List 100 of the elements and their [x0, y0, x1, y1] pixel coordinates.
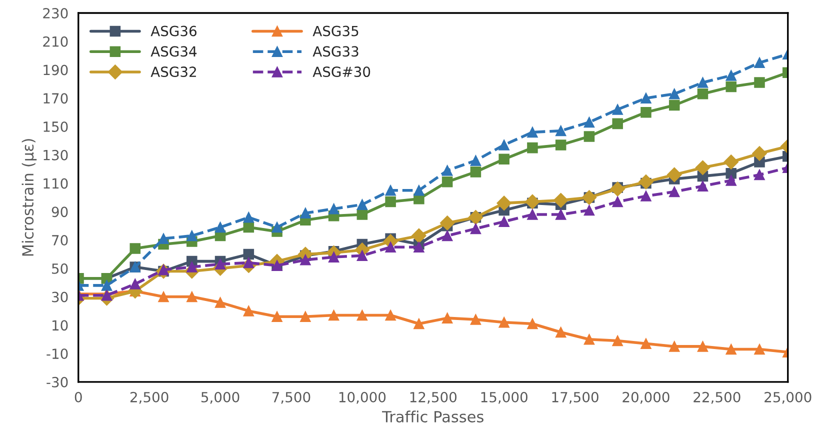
point	[414, 318, 424, 330]
point	[584, 334, 595, 345]
point	[470, 155, 482, 166]
point	[498, 154, 510, 165]
point	[442, 230, 453, 242]
point	[272, 222, 282, 233]
point	[328, 203, 340, 214]
point	[666, 167, 682, 182]
point	[356, 199, 368, 210]
y-tick-label: 70	[52, 235, 68, 246]
legend-label: ASG32	[150, 66, 196, 78]
point	[385, 242, 396, 253]
point	[186, 262, 198, 272]
x-axis-title: Traffic Passes	[382, 410, 484, 422]
point	[527, 126, 538, 138]
point	[496, 196, 512, 211]
x-tick-label: 10,000	[339, 392, 386, 404]
point	[584, 204, 595, 216]
y-tick-label: 190	[44, 64, 68, 76]
point	[470, 314, 482, 325]
point	[555, 140, 566, 150]
point	[726, 344, 736, 355]
y-tick-label: -10	[46, 348, 68, 360]
point	[697, 77, 708, 88]
legend-label: ASG#30	[312, 66, 370, 78]
x-tick-label: 0	[74, 392, 82, 402]
point	[442, 176, 453, 188]
point	[726, 175, 736, 186]
point	[356, 209, 368, 220]
point	[638, 174, 654, 190]
y-tick-label: 90	[52, 206, 68, 218]
point	[214, 258, 226, 270]
point	[498, 140, 510, 150]
point	[754, 77, 765, 88]
point	[440, 216, 455, 230]
point	[527, 318, 538, 330]
point	[668, 186, 680, 198]
point	[243, 306, 254, 316]
point	[186, 230, 198, 242]
point	[527, 209, 538, 220]
y-axis-title: Microstrain (με)	[22, 139, 37, 256]
point	[328, 310, 340, 321]
point	[527, 142, 538, 154]
x-tick-label: 20,000	[622, 392, 670, 404]
point	[214, 297, 226, 308]
point	[385, 310, 396, 321]
y-tick-label: 50	[52, 263, 68, 274]
point	[498, 216, 510, 227]
point	[555, 209, 566, 220]
point	[158, 233, 169, 244]
point	[442, 165, 453, 176]
y-tick-label: 210	[43, 36, 68, 47]
x-tick-label: 12,500	[410, 392, 456, 404]
point	[414, 242, 424, 253]
legend-label: ASG34	[150, 46, 197, 57]
point	[356, 250, 368, 262]
point	[158, 291, 169, 302]
x-tick-label: 5,000	[201, 392, 240, 404]
point	[668, 341, 680, 352]
point	[695, 160, 710, 176]
point	[553, 192, 568, 208]
point	[243, 222, 254, 233]
y-tick-label: 230	[43, 8, 68, 18]
point	[612, 118, 623, 130]
point	[385, 184, 396, 196]
point	[726, 70, 736, 81]
point	[724, 154, 739, 170]
point	[101, 280, 112, 291]
point	[130, 278, 141, 290]
point	[525, 194, 540, 210]
point	[385, 196, 396, 208]
legend-label: ASG35	[312, 26, 358, 36]
y-tick-label: -30	[46, 376, 68, 388]
y-tick-label: 170	[44, 93, 68, 104]
point	[470, 166, 482, 178]
point	[640, 106, 652, 118]
y-tick-label: 30	[52, 292, 68, 302]
point	[272, 311, 282, 322]
point	[668, 100, 680, 111]
point	[584, 116, 595, 128]
point	[612, 104, 623, 115]
y-tick-label: 10	[52, 320, 68, 331]
point	[697, 180, 708, 192]
point	[414, 184, 424, 196]
point	[300, 254, 311, 266]
x-tick-label: 7,500	[272, 392, 310, 404]
point	[555, 326, 566, 338]
point	[754, 169, 765, 180]
point	[470, 223, 482, 234]
point	[752, 146, 767, 161]
x-tick-label: 15,000	[481, 392, 528, 404]
point	[300, 311, 311, 322]
point	[610, 182, 625, 196]
x-tick-label: 25,000	[764, 392, 812, 404]
x-tick-label: 2,500	[130, 392, 168, 404]
legend-label: ASG33	[312, 46, 358, 57]
point	[300, 208, 311, 218]
point	[555, 125, 566, 136]
x-tick-label: 22,500	[694, 392, 740, 404]
point	[243, 212, 254, 223]
